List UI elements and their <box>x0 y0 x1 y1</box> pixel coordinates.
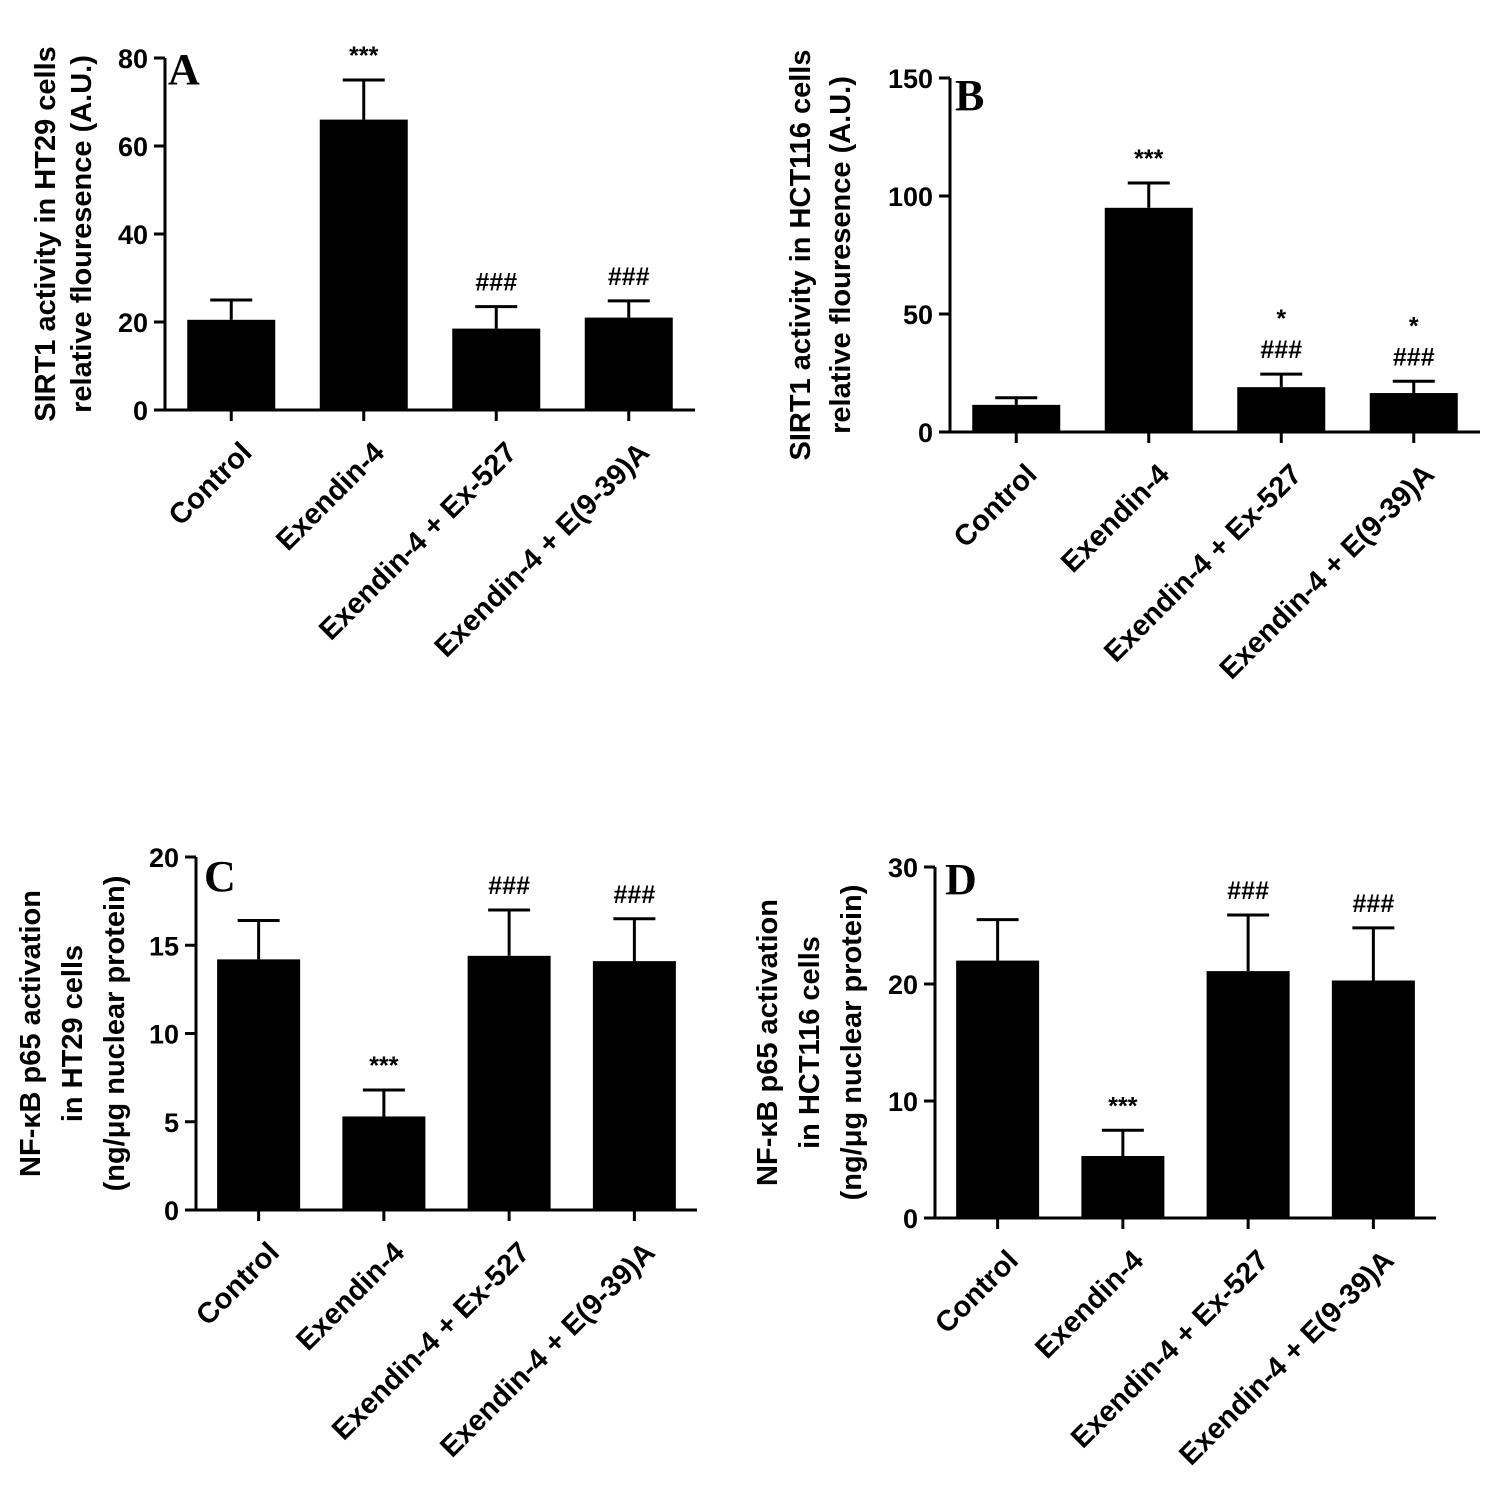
y-axis-label: in HCT116 cells <box>794 936 826 1149</box>
significance-label: ### <box>1353 890 1395 918</box>
panel-letter: B <box>955 71 984 120</box>
bar <box>584 317 673 410</box>
significance-label: * <box>1276 305 1286 333</box>
y-tick-label: 100 <box>888 182 933 212</box>
y-tick-label: 60 <box>118 132 148 162</box>
bar <box>972 404 1061 432</box>
category-label: Exendin-4 <box>290 1236 411 1357</box>
bar <box>1369 393 1458 432</box>
y-tick-label: 30 <box>888 853 918 883</box>
significance-label: *** <box>1134 145 1163 173</box>
panel-letter: A <box>168 45 200 94</box>
bar <box>467 955 551 1210</box>
bar <box>217 959 301 1210</box>
bar <box>1331 980 1415 1218</box>
bar <box>452 328 541 410</box>
category-label: Control <box>948 458 1044 554</box>
category-label: Exendin-4 <box>270 436 391 557</box>
y-axis-label: NF-κB p65 activation <box>15 890 47 1177</box>
y-axis-label: (ng/μg nuclear protein) <box>836 885 868 1201</box>
bar <box>1237 387 1326 432</box>
y-tick-label: 50 <box>903 300 933 330</box>
category-label: Control <box>929 1244 1025 1340</box>
y-tick-label: 20 <box>149 843 179 873</box>
y-axis-label: SIRT1 activity in HCT116 cells <box>785 49 817 460</box>
y-axis-label: SIRT1 activity in HT29 cells <box>30 46 62 422</box>
y-tick-label: 0 <box>903 1204 918 1234</box>
y-tick-label: 0 <box>164 1196 179 1226</box>
category-label: Control <box>190 1236 286 1332</box>
category-label: Exendin-4 + E(9-39)A <box>429 436 656 663</box>
y-axis-label: NF-κB p65 activation <box>752 899 784 1186</box>
significance-label: ### <box>1260 336 1302 364</box>
category-label: Exendin-4 <box>1055 458 1176 579</box>
category-label: Exendin-4 + E(9-39)A <box>1214 458 1441 685</box>
category-label: Exendin-4 <box>1029 1244 1150 1365</box>
y-axis-label: (ng/μg nuclear protein) <box>99 876 131 1192</box>
category-label: Exendin-4 + E(9-39)A <box>1173 1244 1400 1471</box>
panel-a: 0 20 40 60 80 Control *** Exendin-4 ### Exendin-4… <box>30 42 695 664</box>
bar <box>956 960 1040 1218</box>
y-tick-label: 80 <box>118 44 148 74</box>
panel-b: 0 50 100 150 Control *** Exendin-4 * ### Exendin-… <box>785 49 1480 686</box>
bar <box>187 319 276 410</box>
significance-label: *** <box>349 42 378 70</box>
bar <box>592 961 676 1210</box>
y-tick-label: 5 <box>164 1108 179 1138</box>
category-label: Control <box>163 436 259 532</box>
panel-c: 0 5 10 15 20 Control *** Exendin-4 ### Exendin-4 … <box>15 843 697 1464</box>
significance-label: ### <box>488 872 530 900</box>
significance-label: *** <box>369 1052 398 1080</box>
bar <box>319 119 408 410</box>
significance-label: ### <box>614 881 656 909</box>
y-tick-label: 0 <box>918 418 933 448</box>
y-axis-label: relative flouresence (A.U.) <box>825 76 857 434</box>
significance-label: * <box>1409 312 1419 340</box>
significance-label: ### <box>1227 877 1269 905</box>
y-tick-label: 20 <box>118 308 148 338</box>
panel-d: 0 10 20 30 Control *** Exendin-4 ### Exendin-4 +… <box>752 853 1436 1472</box>
y-tick-label: 150 <box>888 64 933 94</box>
y-tick-label: 10 <box>149 1020 179 1050</box>
panel-letter: C <box>204 852 236 901</box>
bar <box>342 1116 426 1210</box>
y-tick-label: 20 <box>888 970 918 1000</box>
y-tick-label: 40 <box>118 220 148 250</box>
y-tick-label: 15 <box>149 931 179 961</box>
significance-label: ### <box>608 263 650 291</box>
y-tick-label: 0 <box>133 396 148 426</box>
significance-label: ### <box>475 269 517 297</box>
bar <box>1104 207 1193 432</box>
y-axis-label: relative flouresence (A.U.) <box>66 55 98 413</box>
bar <box>1206 971 1290 1218</box>
y-axis-label: in HT29 cells <box>57 945 89 1122</box>
category-label: Exendin-4 + E(9-39)A <box>434 1236 661 1463</box>
panel-letter: D <box>945 855 977 904</box>
bar <box>1081 1155 1165 1218</box>
significance-label: ### <box>1393 343 1435 371</box>
significance-label: *** <box>1108 1092 1137 1120</box>
y-tick-label: 10 <box>888 1087 918 1117</box>
